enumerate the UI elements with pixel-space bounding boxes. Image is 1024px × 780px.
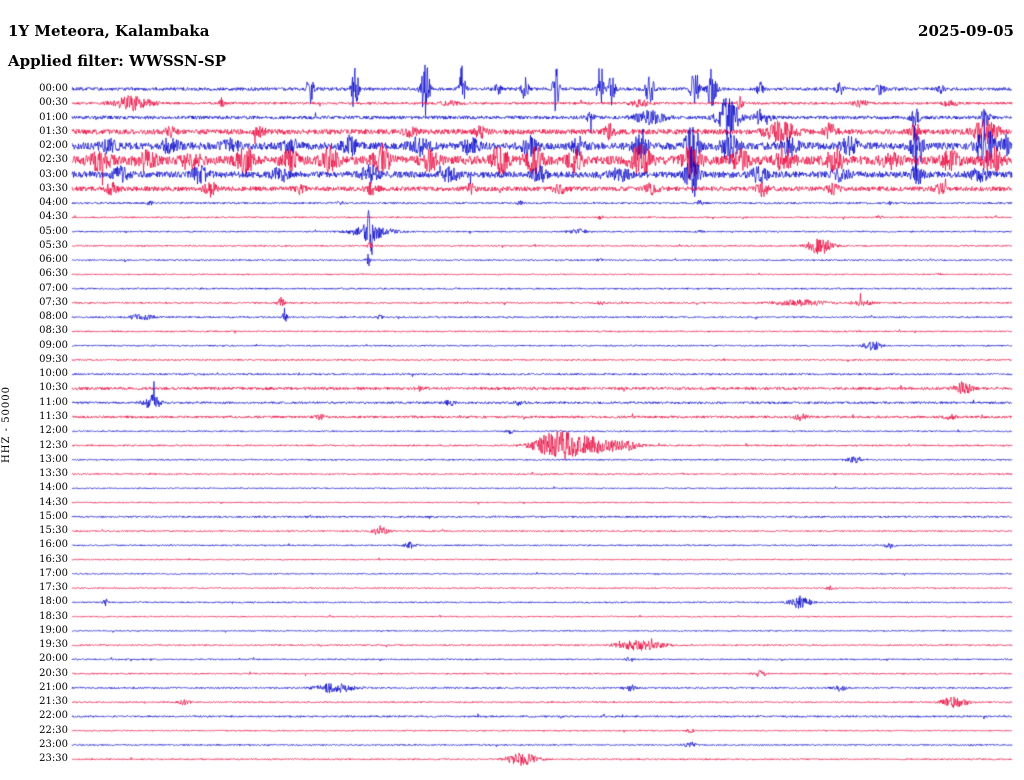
station-title: 1Y Meteora, Kalambaka	[8, 22, 210, 40]
time-label: 09:00	[39, 339, 68, 351]
record-date: 2025-09-05	[918, 22, 1014, 40]
time-label: 06:30	[39, 268, 68, 280]
time-label: 18:30	[39, 610, 68, 622]
time-axis: 00:00 00:30 01:00 01:30 02:00 02:30 03:00 03:30…	[0, 0, 68, 780]
time-label: 20:00	[39, 653, 68, 665]
time-label: 21:00	[39, 681, 68, 693]
time-label: 02:30	[39, 154, 68, 166]
time-label: 02:00	[39, 140, 68, 152]
time-label: 03:00	[39, 168, 68, 180]
filter-label: Applied filter: WWSSN-SP	[8, 52, 227, 70]
time-label: 00:30	[39, 97, 68, 109]
time-label: 01:30	[39, 125, 68, 137]
time-label: 05:30	[39, 239, 68, 251]
time-label: 07:30	[39, 296, 68, 308]
time-label: 05:00	[39, 225, 68, 237]
time-label: 08:00	[39, 311, 68, 323]
time-label: 23:30	[39, 753, 68, 765]
time-label: 15:30	[39, 525, 68, 537]
time-label: 08:30	[39, 325, 68, 337]
time-label: 17:00	[39, 567, 68, 579]
time-label: 11:00	[39, 396, 68, 408]
time-label: 07:00	[39, 282, 68, 294]
time-label: 13:00	[39, 453, 68, 465]
time-label: 10:00	[39, 368, 68, 380]
time-label: 09:30	[39, 353, 68, 365]
time-label: 11:30	[39, 410, 68, 422]
time-label: 16:00	[39, 539, 68, 551]
time-label: 04:00	[39, 197, 68, 209]
time-label: 21:30	[39, 696, 68, 708]
time-label: 15:00	[39, 510, 68, 522]
time-label: 01:00	[39, 111, 68, 123]
time-label: 17:30	[39, 582, 68, 594]
time-label: 18:00	[39, 596, 68, 608]
time-label: 14:00	[39, 482, 68, 494]
time-label: 19:30	[39, 639, 68, 651]
time-label: 23:00	[39, 738, 68, 750]
time-label: 04:30	[39, 211, 68, 223]
time-label: 14:30	[39, 496, 68, 508]
time-label: 12:00	[39, 425, 68, 437]
time-label: 10:30	[39, 382, 68, 394]
time-label: 12:30	[39, 439, 68, 451]
time-label: 00:00	[39, 83, 68, 94]
time-label: 22:00	[39, 710, 68, 722]
time-label: 19:00	[39, 624, 68, 636]
time-label: 13:30	[39, 468, 68, 480]
time-label: 16:30	[39, 553, 68, 565]
time-label: 20:30	[39, 667, 68, 679]
time-label: 06:00	[39, 254, 68, 266]
time-label: 03:30	[39, 182, 68, 194]
time-label: 22:30	[39, 724, 68, 736]
